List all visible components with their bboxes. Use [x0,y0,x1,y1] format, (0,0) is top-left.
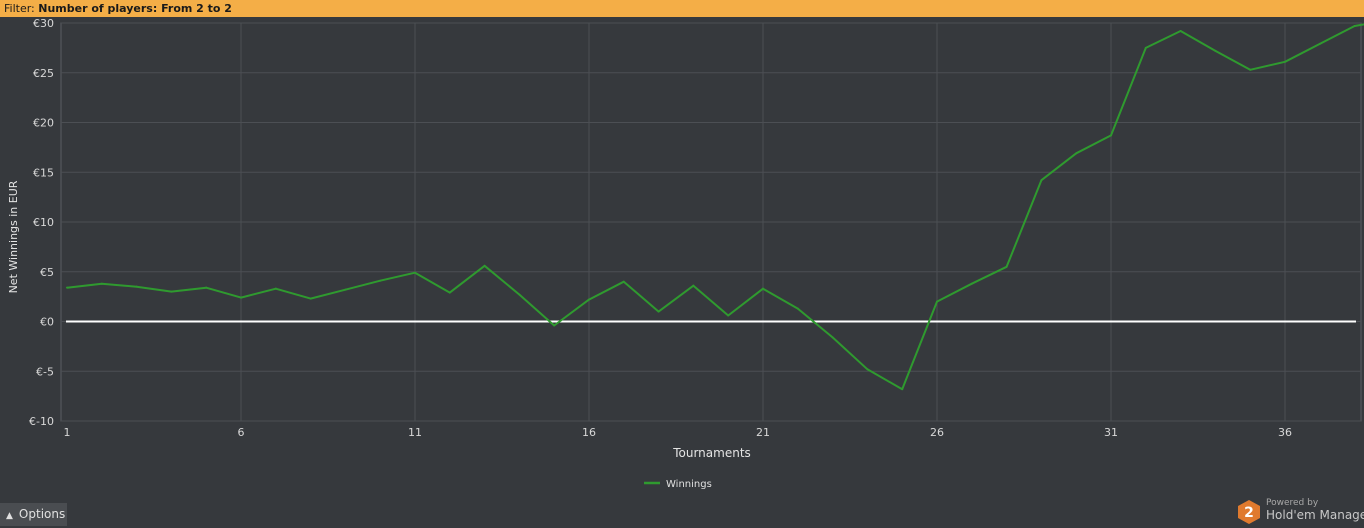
data-point [796,307,799,310]
options-button[interactable]: ▲ Options [0,503,67,526]
product-name: Hold'em Manager [1266,508,1364,522]
data-point [379,279,382,282]
data-point [414,271,416,274]
x-axis-title: Tournaments [672,446,751,460]
data-point [1214,49,1217,52]
y-tick-label: €25 [33,67,54,80]
data-point [692,284,695,287]
legend-layer: Winnings [644,479,712,490]
y-tick-label: €-5 [36,365,54,378]
data-point [66,286,68,289]
y-tick-label: €0 [40,316,54,329]
data-point [518,293,521,296]
data-point [1249,68,1252,71]
x-tick-label: 21 [756,426,770,439]
data-point [970,282,973,285]
data-point [274,287,277,290]
y-tick-label: €5 [40,266,54,279]
data-point [1144,46,1147,49]
data-point [1005,265,1008,268]
options-label: Options [18,507,66,521]
logo-badge-text: 2 [1244,505,1254,521]
winnings-chart: €30€25€20€15€10€5€0€-5€-101 6 11 16 21 26 31 36… [7,17,1364,490]
data-point [866,368,869,371]
data-point [483,264,486,267]
data-point [553,324,556,327]
series-layer [66,23,1364,391]
x-tick-label: 16 [582,426,596,439]
branding: 2 Powered by Hold'em Manager [1238,498,1364,526]
powered-by-text: Powered by [1266,498,1319,508]
x-tick-label: 11 [408,426,422,439]
x-tick-label: 26 [930,426,944,439]
y-tick-label: €15 [33,166,54,179]
data-point [1110,134,1112,137]
data-point [1040,179,1043,182]
data-point [1318,42,1321,45]
data-point [1353,24,1356,27]
data-point [762,287,764,290]
data-point [170,290,173,293]
filter-text: Number of players: From 2 to 2 [38,2,232,15]
y-tick-label: €30 [33,17,54,30]
data-point [727,314,730,317]
chevron-up-icon: ▲ [6,511,13,521]
y-tick-label: €10 [33,216,54,229]
data-point [309,297,312,300]
data-point [901,388,904,391]
legend-label: Winnings [666,479,712,490]
data-point [100,282,103,285]
data-point [1179,29,1182,32]
data-point [205,286,208,289]
x-tick-label: 31 [1104,426,1118,439]
data-point [831,336,834,339]
filter-prefix: Filter: [4,2,35,15]
y-tick-label: €-10 [29,415,54,428]
y-axis-title: Net Winnings in EUR [7,180,20,293]
filter-bar: Filter: Number of players: From 2 to 2 [0,0,1364,17]
data-point [448,291,451,294]
label-layer: €30€25€20€15€10€5€0€-5€-101 6 11 16 21 26 31 36… [7,17,1292,460]
y-tick-label: €20 [33,117,54,130]
data-point [936,300,938,303]
x-tick-label: 36 [1278,426,1292,439]
data-point [240,296,242,299]
data-point [657,310,660,313]
data-point [135,285,138,288]
data-point [588,298,590,301]
data-point [344,288,347,291]
data-point [1075,152,1078,155]
x-tick-label: 1 [64,426,71,439]
data-point [1284,60,1286,63]
data-point [622,280,625,283]
holdem-manager-logo-icon: 2 [1238,500,1260,524]
x-tick-label: 6 [238,426,245,439]
grid-layer [60,22,1362,422]
